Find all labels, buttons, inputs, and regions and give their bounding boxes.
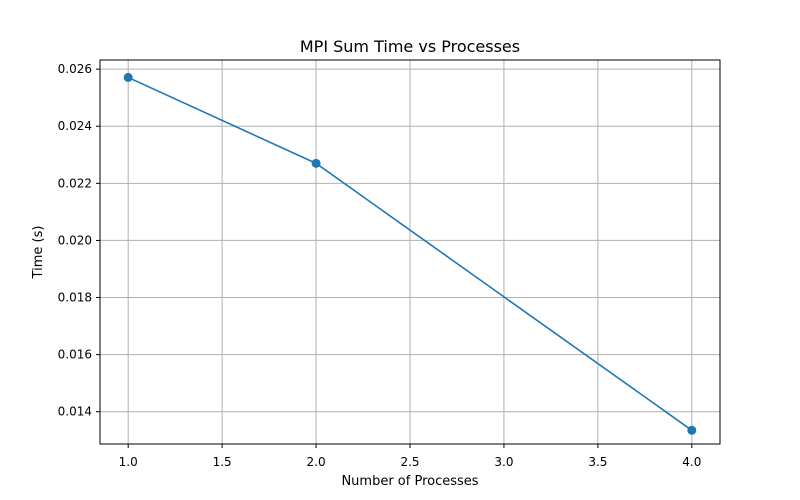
ticks: 1.0 1.5 2.0 2.5 3.0 3.5 4.0 0.014 0.016 0.018 0.02… (58, 62, 702, 469)
x-tick-label: 3.5 (588, 455, 607, 469)
chart-title: MPI Sum Time vs Processes (300, 37, 520, 56)
y-tick-label: 0.022 (58, 176, 92, 190)
y-tick-label: 0.018 (58, 291, 92, 305)
x-axis-label: Number of Processes (341, 474, 478, 489)
y-axis-label: Time (s) (31, 226, 46, 280)
x-tick-label: 1.5 (213, 455, 232, 469)
data-point (687, 425, 697, 435)
series (123, 72, 697, 435)
y-tick-label: 0.024 (58, 119, 92, 133)
y-tick-label: 0.014 (58, 405, 92, 419)
data-point (123, 72, 133, 82)
data-point (311, 158, 321, 168)
y-tick-label: 0.026 (58, 62, 92, 76)
x-tick-label: 1.0 (119, 455, 138, 469)
x-tick-label: 2.0 (307, 455, 326, 469)
y-tick-label: 0.020 (58, 233, 92, 247)
x-tick-label: 4.0 (682, 455, 701, 469)
x-tick-label: 3.0 (494, 455, 513, 469)
y-tick-label: 0.016 (58, 348, 92, 362)
x-tick-label: 2.5 (400, 455, 419, 469)
grid (100, 60, 720, 444)
plot-frame (99, 59, 721, 445)
